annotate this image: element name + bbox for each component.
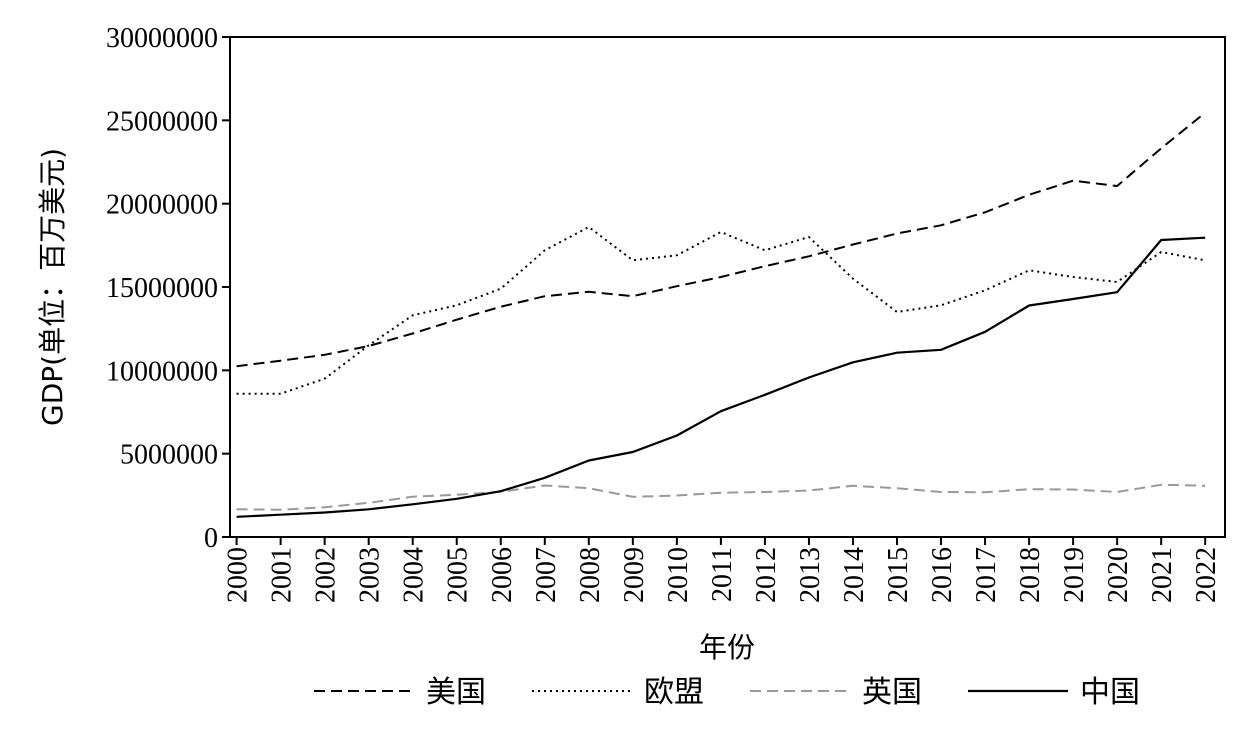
x-tick-label: 2019: [1059, 547, 1090, 603]
x-tick-label: 2001: [267, 547, 298, 603]
x-tick-label: 2016: [927, 547, 958, 603]
y-tick-label: 5000000: [120, 440, 218, 471]
y-tick-label: 25000000: [106, 106, 218, 137]
x-axis-ticks: 2000 2001 2002 2003 2004 2005 2006 2007 2008 2009…: [223, 537, 1222, 603]
y-tick-label: 10000000: [106, 356, 218, 387]
x-tick-label: 2008: [575, 547, 606, 603]
y-tick-label: 15000000: [106, 273, 218, 304]
x-tick-label: 2017: [971, 547, 1002, 603]
y-tick-label: 20000000: [106, 190, 218, 221]
legend: 美国 欧盟 英国 中国: [314, 675, 1140, 710]
legend-label: 中国: [1080, 675, 1140, 710]
x-tick-label: 2018: [1015, 547, 1046, 603]
x-tick-label: 2022: [1191, 547, 1222, 603]
x-axis-title: 年份: [699, 631, 755, 664]
x-tick-label: 2004: [399, 547, 430, 603]
x-tick-label: 2007: [531, 547, 562, 603]
y-axis-ticks: 0 5000000 10000000 15000000 20000000 25000000…: [106, 23, 230, 554]
x-tick-label: 2011: [707, 547, 738, 602]
x-tick-label: 2000: [223, 547, 254, 603]
x-tick-label: 2020: [1103, 547, 1134, 603]
legend-label: 欧盟: [644, 675, 704, 710]
y-tick-label: 0: [204, 523, 218, 554]
series-line-1: [236, 226, 1206, 395]
legend-label: 英国: [862, 675, 922, 710]
x-tick-label: 2021: [1147, 547, 1178, 603]
x-tick-label: 2009: [619, 547, 650, 603]
x-tick-label: 2006: [487, 547, 518, 603]
series-line-2: [236, 483, 1206, 511]
x-tick-label: 2005: [443, 547, 474, 603]
series-line-3: [236, 236, 1206, 518]
x-tick-label: 2002: [311, 547, 342, 603]
series-line-0: [236, 111, 1206, 368]
x-tick-label: 2013: [795, 547, 826, 603]
y-axis-title: GDP(单位：百万美元): [36, 148, 69, 426]
plot-area: [229, 36, 1226, 538]
x-tick-label: 2003: [355, 547, 386, 603]
x-tick-label: 2014: [839, 547, 870, 603]
x-tick-label: 2012: [751, 547, 782, 603]
x-tick-label: 2015: [883, 547, 914, 603]
x-tick-label: 2010: [663, 547, 694, 603]
plot-frame: [229, 36, 1226, 538]
series-layer: [236, 111, 1206, 518]
y-tick-label: 30000000: [106, 23, 218, 54]
legend-label: 美国: [426, 675, 486, 710]
